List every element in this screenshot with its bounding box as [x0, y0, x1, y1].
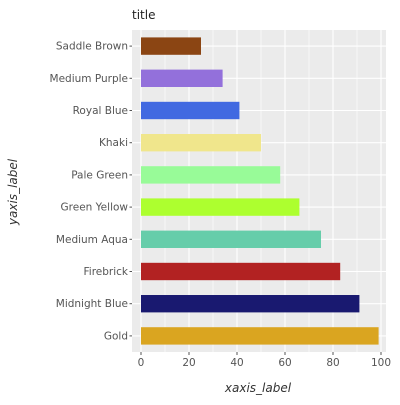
- x-tick-label: 60: [278, 357, 291, 369]
- y-tick-label: Medium Purple: [50, 73, 128, 85]
- chart-title: title: [132, 8, 155, 22]
- bar: [141, 37, 201, 55]
- x-tick-label: 0: [138, 357, 145, 369]
- bar: [141, 69, 223, 87]
- x-axis-label: xaxis_label: [224, 381, 292, 395]
- y-tick-label: Firebrick: [84, 266, 129, 278]
- y-tick-label: Royal Blue: [73, 105, 128, 117]
- x-tick-label: 80: [326, 357, 339, 369]
- bar: [141, 230, 321, 248]
- y-tick-label: Gold: [104, 330, 128, 342]
- y-tick-label: Khaki: [99, 137, 128, 149]
- y-tick-label: Midnight Blue: [56, 298, 128, 310]
- x-tick-label: 20: [182, 357, 195, 369]
- x-tick-label: 100: [371, 357, 391, 369]
- x-tick-label: 40: [230, 357, 243, 369]
- bar: [141, 327, 379, 345]
- bar: [141, 166, 281, 184]
- x-tick-labels: 0 20 40 60 80 100: [138, 352, 391, 369]
- bar: [141, 262, 341, 281]
- bar: [141, 134, 261, 152]
- y-axis-label: yaxis_label: [6, 158, 20, 226]
- bar: [141, 101, 240, 120]
- bars: [141, 37, 379, 345]
- y-tick-label: Medium Aqua: [56, 234, 128, 246]
- y-tick-label: Green Yellow: [61, 202, 129, 214]
- bar: [141, 295, 360, 313]
- y-tick-labels: Saddle Brown Medium Purple Royal Blue Khaki…: [50, 41, 132, 342]
- bar: [141, 198, 300, 216]
- y-tick-label: Saddle Brown: [56, 41, 128, 53]
- y-tick-label: Pale Green: [71, 169, 128, 181]
